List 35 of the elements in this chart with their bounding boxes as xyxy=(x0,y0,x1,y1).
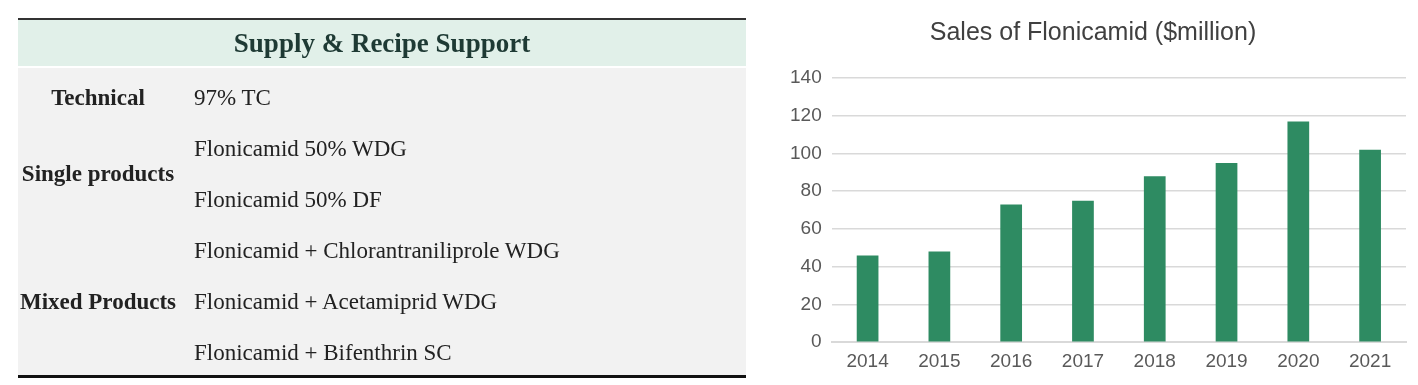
text: Supply & Recipe Support xyxy=(18,20,746,68)
text: Flonicamid + Acetamiprid WDG xyxy=(193,287,499,316)
category-label: Mixed Products xyxy=(18,287,178,316)
x-tick-label: 2014 xyxy=(846,349,890,371)
text: 97% TC xyxy=(193,83,272,112)
bar xyxy=(928,251,951,342)
bar xyxy=(1143,176,1166,342)
chart-title: Sales of Flonicamid ($million) xyxy=(929,16,1257,45)
bar xyxy=(1000,204,1023,342)
y-tick-label: 40 xyxy=(800,254,822,276)
x-tick-label: 2020 xyxy=(1277,349,1320,371)
y-tick-label: 20 xyxy=(800,292,822,314)
y-tick-label: 80 xyxy=(800,179,822,201)
bar xyxy=(856,255,879,342)
text: Flonicamid 50% DF xyxy=(193,185,383,214)
x-tick-label: 2016 xyxy=(990,349,1033,371)
x-tick-label: 2021 xyxy=(1348,349,1392,371)
y-tick-label: 120 xyxy=(790,103,822,125)
category-label: Technical xyxy=(50,83,146,112)
text: Flonicamid + Chlorantraniliprole WDG xyxy=(193,236,561,265)
x-tick-label: 2017 xyxy=(1061,349,1105,371)
y-tick-label: 140 xyxy=(790,66,822,88)
bar xyxy=(1359,149,1381,342)
bar xyxy=(1287,121,1310,342)
text: Flonicamid + Bifenthrin SC xyxy=(193,338,453,367)
x-tick-label: 2018 xyxy=(1133,349,1176,371)
y-tick-label: 0 xyxy=(811,330,822,352)
y-tick-label: 60 xyxy=(800,217,822,239)
x-tick-label: 2015 xyxy=(918,349,961,371)
text: Flonicamid 50% WDG xyxy=(193,134,408,163)
y-tick-label: 100 xyxy=(790,141,822,163)
x-tick-label: 2019 xyxy=(1205,349,1248,371)
bar xyxy=(1072,200,1094,342)
category-label: Single products xyxy=(20,160,176,188)
bar xyxy=(1215,162,1238,342)
